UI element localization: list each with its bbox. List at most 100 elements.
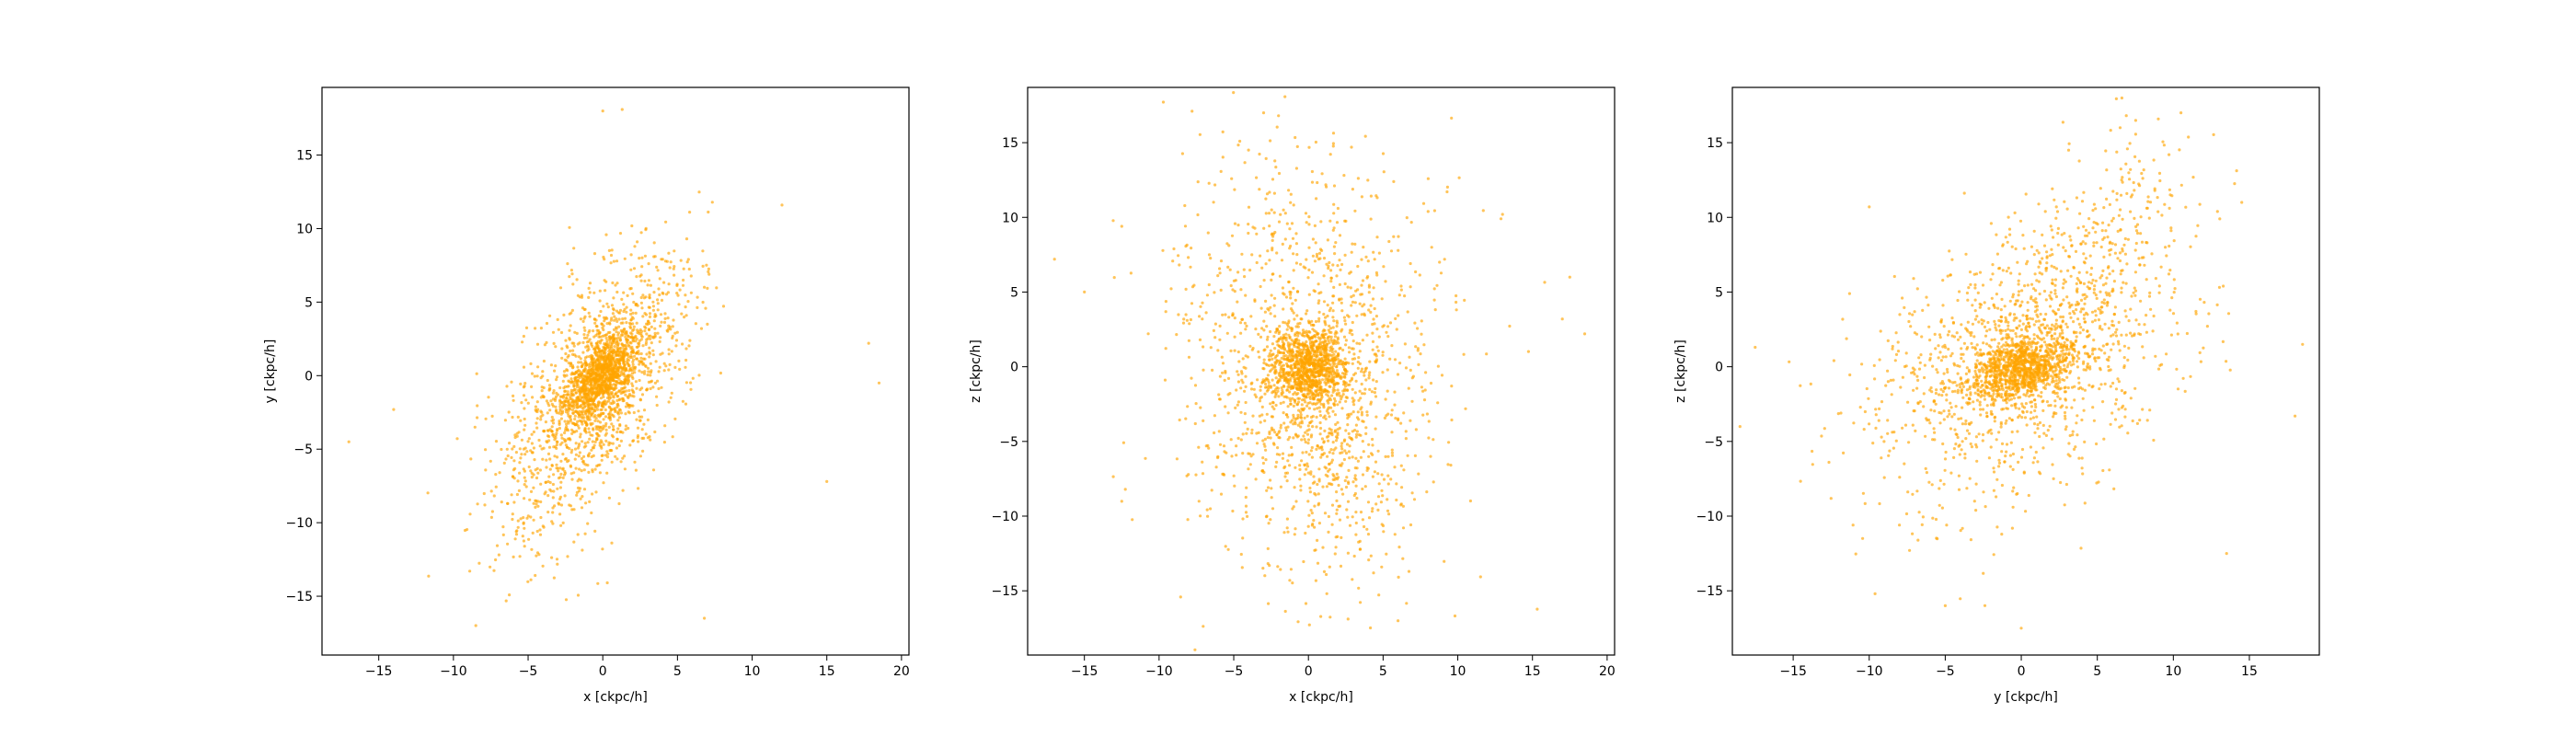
scatter-point xyxy=(1289,293,1293,296)
scatter-point xyxy=(1374,315,1378,318)
scatter-point xyxy=(686,258,690,261)
scatter-point xyxy=(576,365,580,369)
scatter-point xyxy=(1352,373,1356,376)
scatter-point xyxy=(1278,325,1282,328)
scatter-point xyxy=(637,440,640,443)
scatter-point xyxy=(1316,385,1319,389)
scatter-point xyxy=(1399,421,1403,425)
scatter-point xyxy=(1288,343,1292,347)
scatter-point xyxy=(1381,494,1385,498)
scatter-point xyxy=(1346,423,1350,427)
scatter-point xyxy=(511,517,514,522)
scatter-point xyxy=(1359,408,1363,411)
scatter-point xyxy=(635,321,638,325)
scatter-point xyxy=(1292,203,1295,207)
scatter-point xyxy=(1289,244,1293,248)
scatter-point xyxy=(523,476,526,479)
scatter-point xyxy=(627,393,632,397)
scatter-point xyxy=(1234,279,1237,282)
scatter-point xyxy=(1237,360,1241,363)
scatter-point xyxy=(1508,324,1512,328)
scatter-point xyxy=(646,283,650,287)
scatter-point xyxy=(1401,526,1406,530)
scatter-point xyxy=(566,369,569,373)
scatter-point xyxy=(1340,297,1343,301)
scatter-point xyxy=(1359,433,1363,437)
scatter-point xyxy=(1295,387,1299,391)
scatter-point xyxy=(1278,274,1282,278)
scatter-point xyxy=(570,448,574,452)
scatter-point xyxy=(607,496,612,500)
scatter-point xyxy=(527,437,531,441)
scatter-point xyxy=(556,487,559,490)
scatter-point xyxy=(1335,490,1339,494)
scatter-point xyxy=(656,331,660,335)
scatter-point xyxy=(1339,359,1342,362)
scatter-point xyxy=(1351,339,1355,343)
scatter-point xyxy=(646,418,650,421)
scatter-point xyxy=(1274,354,1278,358)
scatter-point xyxy=(556,317,559,321)
scatter-point xyxy=(1331,409,1335,413)
scatter-point xyxy=(1351,455,1354,459)
scatter-point xyxy=(581,548,584,552)
scatter-point xyxy=(640,306,644,310)
scatter-point xyxy=(1221,362,1225,365)
scatter-point xyxy=(609,253,614,258)
scatter-point xyxy=(519,419,523,422)
scatter-point xyxy=(586,464,590,467)
scatter-point xyxy=(1328,427,1331,431)
scatter-point xyxy=(1346,285,1350,289)
scatter-point xyxy=(1352,357,1357,361)
scatter-point xyxy=(587,427,591,431)
scatter-point xyxy=(1271,357,1274,361)
scatter-point xyxy=(618,232,623,236)
scatter-point xyxy=(1311,254,1315,258)
scatter-point xyxy=(1306,276,1310,280)
scatter-point xyxy=(1359,511,1363,514)
scatter-point xyxy=(1277,171,1282,176)
scatter-point xyxy=(546,411,549,415)
scatter-point xyxy=(721,305,726,308)
scatter-point xyxy=(1386,498,1389,501)
scatter-point xyxy=(1363,524,1366,529)
scatter-point xyxy=(658,339,661,343)
scatter-point xyxy=(610,342,614,346)
scatter-point xyxy=(626,352,630,356)
scatter-point xyxy=(1219,169,1223,173)
scatter-point xyxy=(648,351,651,354)
scatter-point xyxy=(1358,539,1362,544)
scatter-point xyxy=(513,466,517,470)
scatter-point xyxy=(569,451,573,454)
scatter-point xyxy=(1361,518,1364,522)
scatter-point xyxy=(543,492,546,496)
scatter-point xyxy=(1268,358,1271,362)
scatter-point xyxy=(1325,348,1328,351)
scatter-point xyxy=(1407,569,1411,573)
scatter-point xyxy=(581,413,585,417)
scatter-point xyxy=(1299,416,1304,420)
scatter-point xyxy=(1248,344,1252,348)
scatter-point xyxy=(1243,161,1247,165)
scatter-point xyxy=(455,437,459,441)
scatter-point xyxy=(535,476,539,480)
scatter-point xyxy=(634,468,638,472)
scatter-point xyxy=(1266,436,1270,440)
scatter-point xyxy=(1275,432,1279,437)
scatter-point xyxy=(1286,425,1290,429)
scatter-point xyxy=(541,457,545,461)
scatter-point xyxy=(576,486,581,490)
scatter-point xyxy=(641,293,645,297)
scatter-point xyxy=(1350,437,1353,441)
scatter-point xyxy=(1219,288,1223,292)
scatter-point xyxy=(518,471,522,475)
scatter-point xyxy=(569,414,572,418)
scatter-point xyxy=(515,529,519,533)
scatter-point xyxy=(615,457,619,461)
scatter-point xyxy=(620,297,624,301)
scatter-point xyxy=(673,331,677,335)
scatter-point xyxy=(1481,209,1485,213)
scatter-point xyxy=(1312,323,1316,328)
scatter-point xyxy=(632,391,636,395)
scatter-point xyxy=(679,259,683,262)
